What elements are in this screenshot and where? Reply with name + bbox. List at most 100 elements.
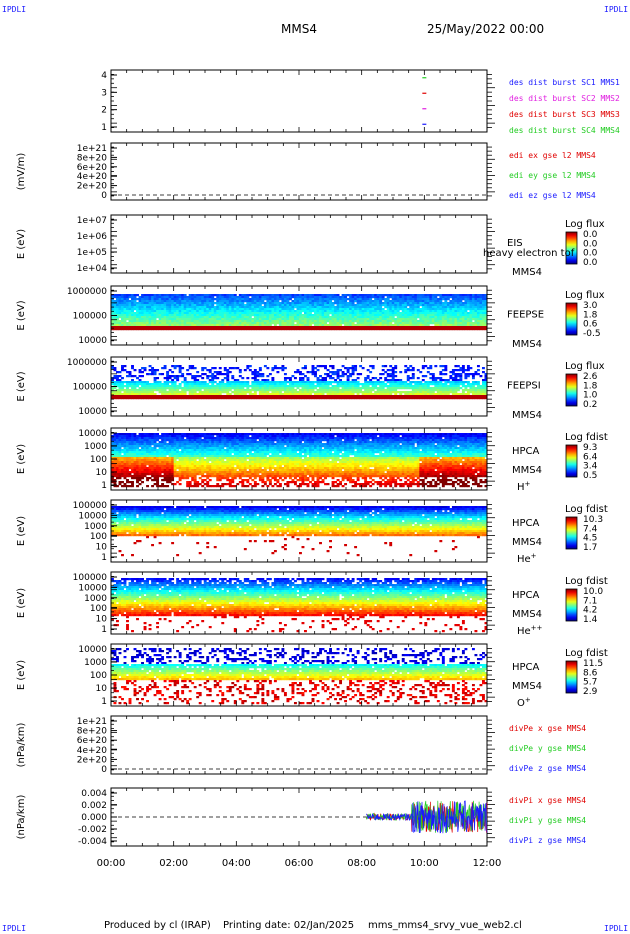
colorbar-tick-4-2: 1.0 [583,391,598,401]
ytick-label-9-3: 4e+20 [77,746,108,756]
ytick-label-8-4: 1 [101,697,107,707]
footer-produced: Produced by cl (IRAP) [104,920,211,931]
ytick-label-2-1: 1e+06 [77,232,108,242]
legend-0-3: des dist burst SC4 MMS4 [509,126,620,135]
ytick-label-9-5: 0 [101,765,107,775]
footer-printing-date: Printing date: 02/Jan/2025 [223,920,355,931]
panel-frame-1 [110,142,488,201]
ytick-label-9-1: 8e+20 [77,727,108,737]
ytick-label-5-4: 1 [101,481,107,491]
ytick-label-10-1: 0.002 [81,801,107,811]
ytick-label-4-1: 100000 [73,383,108,393]
colorbar-4 [565,373,578,407]
colorbar-tick-4-3: 0.2 [583,400,597,410]
ytick-label-7-5: 1 [101,625,107,635]
colorbar-tick-6-1: 7.4 [583,524,598,534]
panel-frame-0 [110,69,488,133]
ytick-label-0-2: 2 [101,106,107,116]
ytick-label-4-0: 1000000 [67,358,107,368]
ytick-label-9-2: 6e+20 [77,736,108,746]
legend-1-1: edi ey gse l2 MMS4 [509,171,596,180]
colorbar-title-4: Log flux [565,361,605,372]
species-label-7: He++ [517,624,543,637]
colorbar-title-5: Log fdist [565,432,608,443]
colorbar-tick-5-0: 9.3 [583,443,597,453]
panel-ticks-1 [110,143,495,200]
instrument-label-4: FEEPSI [507,381,541,392]
colorbar-tick-3-3: -0.5 [583,329,601,339]
species-charge-5: + [525,480,531,488]
colorbar-title-2: Log flux [565,219,605,230]
ytick-label-3-1: 100000 [73,312,108,322]
ytick-label-6-3: 100 [90,532,107,542]
ytick-label-9-4: 2e+20 [77,755,108,765]
instrument-label-5: HPCA [512,446,540,457]
ytick-label-0-1: 3 [101,88,107,98]
colorbar-title-7: Log fdist [565,576,608,587]
instrument-label-7: HPCA [512,590,540,601]
ytick-label-1-3: 4e+20 [77,172,108,182]
panel-ticks-9 [110,716,495,774]
colorbar-tick-3-2: 0.6 [583,320,598,330]
colorbar-tick-5-1: 6.4 [583,452,598,462]
colorbar-tick-6-0: 10.3 [583,515,603,525]
colorbar-tick-7-1: 7.1 [583,596,597,606]
instrument-label-3: FEEPSE [507,310,544,321]
ytick-label-1-2: 6e+20 [77,163,108,173]
ytick-label-8-0: 10000 [78,645,107,655]
spacecraft-label-4: MMS4 [512,410,542,421]
ytick-label-3-2: 10000 [78,336,107,346]
colorbar-3 [565,302,578,336]
colorbar-title-3: Log flux [565,290,605,301]
ytick-label-8-2: 100 [90,671,107,681]
spacecraft-label-6: MMS4 [512,537,542,548]
species-charge-7: ++ [531,624,543,632]
ytick-label-2-0: 1e+07 [77,216,107,226]
ytick-label-8-3: 10 [96,684,108,694]
ytick-label-5-0: 10000 [78,429,107,439]
ytick-label-3-0: 1000000 [67,287,107,297]
ytick-label-0-0: 4 [101,71,107,81]
colorbar-tick-6-2: 4.5 [583,534,597,544]
xtick-label-5: 10:00 [410,858,439,869]
instrument-label-6: HPCA [512,518,540,529]
spacecraft-title: MMS4 [281,22,317,36]
species-charge-8: + [525,696,531,704]
legend-9-1: divPe y gse MMS4 [509,744,586,753]
panel-ticks-3 [110,286,495,345]
date-title: 25/May/2022 00:00 [427,22,545,36]
corner-label-bottom-right: IPDLI [604,924,629,933]
spacecraft-label-7: MMS4 [512,609,542,620]
colorbar-title-6: Log fdist [565,504,608,515]
ytick-label-1-0: 1e+21 [77,144,107,154]
ytick-label-0-3: 1 [101,123,107,133]
panel-ticks-2 [110,215,495,273]
legend-9-0: divPe x gse MMS4 [509,724,586,733]
colorbar-title-8: Log fdist [565,648,608,659]
spacecraft-label-8: MMS4 [512,681,542,692]
colorbar-tick-6-3: 1.7 [583,543,597,553]
ytick-label-10-2: 0.000 [81,813,107,823]
colorbar-tick-8-3: 2.9 [583,687,598,697]
colorbar-8 [565,660,578,694]
ytick-label-1-1: 8e+20 [77,153,108,163]
corner-label-top-left: IPDLI [2,5,27,14]
panel-ticks-6 [110,500,495,562]
divpi-series-blue [366,800,488,834]
ylabel-3: E (eV) [16,300,27,330]
legend-9-2: divPe z gse MMS4 [509,764,586,773]
ytick-label-1-5: 0 [101,191,107,201]
panel-ticks-10 [110,788,495,846]
ytick-label-9-0: 1e+21 [77,717,107,727]
ytick-label-7-2: 1000 [84,594,107,604]
spacecraft-label-5: MMS4 [512,465,542,476]
ylabel-9: (nPa/km) [16,723,27,768]
ytick-label-5-1: 1000 [84,442,107,452]
ytick-label-6-2: 1000 [84,522,107,532]
colorbar-5 [565,444,578,478]
legend-1-0: edi ex gse l2 MMS4 [509,151,596,160]
ytick-label-2-3: 1e+04 [77,264,108,274]
legend-0-1: des dist burst SC2 MMS2 [509,94,620,103]
colorbar-tick-2-1: 0.0 [583,239,598,249]
ylabel-10: (nPa/km) [16,795,27,840]
